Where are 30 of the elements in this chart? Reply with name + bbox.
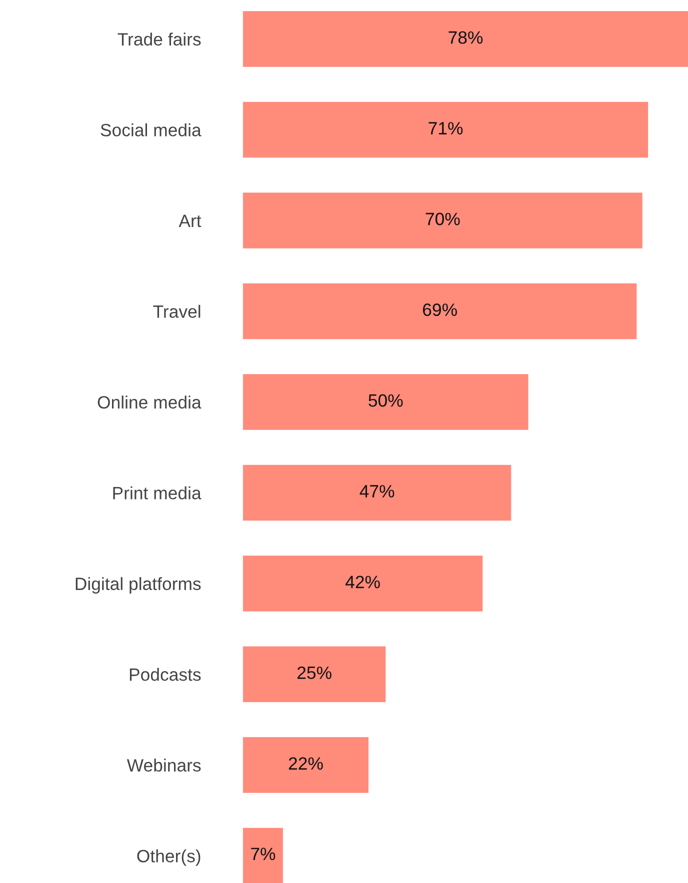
bar bbox=[243, 192, 642, 248]
bar bbox=[243, 464, 512, 521]
y-tick-label: Art bbox=[178, 214, 202, 228]
y-tick-label: Digital platforms bbox=[76, 577, 201, 594]
bar bbox=[243, 11, 688, 67]
data-label: 69% bbox=[423, 303, 457, 316]
bar bbox=[243, 102, 648, 158]
data-label: 50% bbox=[368, 394, 403, 407]
y-tick-label: Trade fairs bbox=[118, 32, 201, 46]
data-label: 25% bbox=[297, 666, 332, 680]
y-tick-label: Social media bbox=[100, 123, 202, 136]
data-label: 22% bbox=[288, 757, 323, 770]
y-tick-label: Online media bbox=[98, 396, 202, 409]
data-label: 7% bbox=[251, 848, 276, 860]
y-tick-label: Print media bbox=[113, 486, 202, 500]
y-tick-label: Podcasts bbox=[130, 668, 201, 681]
data-label: 47% bbox=[360, 485, 394, 498]
data-label: 71% bbox=[428, 122, 463, 134]
y-tick-label: Other(s) bbox=[137, 849, 200, 866]
bar bbox=[243, 374, 528, 430]
y-tick-label: Travel bbox=[153, 304, 200, 318]
bar bbox=[243, 556, 483, 612]
data-label: 70% bbox=[426, 212, 460, 226]
bar bbox=[243, 646, 386, 702]
bar bbox=[243, 828, 283, 883]
y-tick-label: Webinars bbox=[126, 758, 201, 772]
data-label: 78% bbox=[448, 31, 483, 44]
data-label: 42% bbox=[345, 576, 380, 588]
bar bbox=[243, 283, 637, 340]
bar bbox=[243, 737, 369, 793]
